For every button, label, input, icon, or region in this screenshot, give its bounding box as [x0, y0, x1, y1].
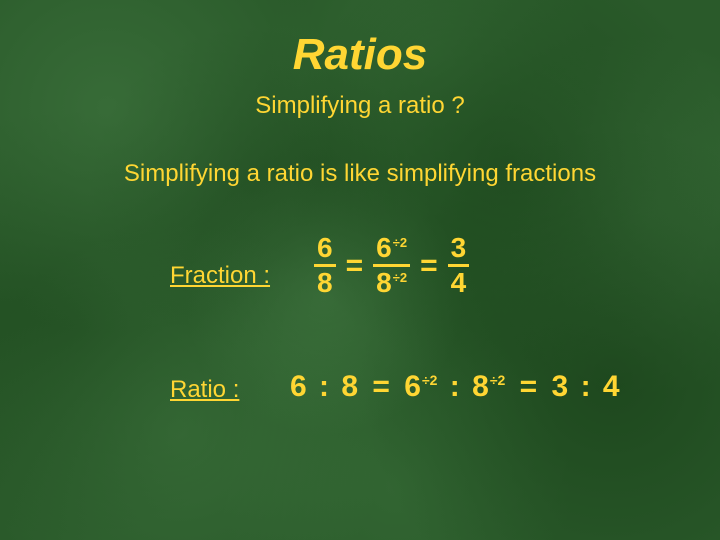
ratio-a2-sup: ÷2 — [422, 372, 437, 388]
frac1-num: 6 — [314, 234, 336, 262]
fraction-step3: 3 4 — [448, 234, 470, 297]
frac2-num-sup: ÷2 — [393, 235, 407, 250]
fraction-step2: 6÷2 8÷2 — [373, 234, 410, 297]
colon-1: : — [319, 370, 329, 404]
ratio-a2-base: 6 — [404, 370, 421, 403]
fraction-equation: 6 8 = 6÷2 8÷2 = 3 4 — [310, 234, 473, 297]
colon-3: : — [581, 370, 591, 404]
body-text: Simplifying a ratio is like simplifying … — [0, 160, 720, 188]
fraction-label: Fraction : — [170, 262, 270, 290]
page-title: Ratios — [0, 30, 720, 80]
ratio-a: 6 — [290, 370, 307, 404]
eq-1: = — [372, 370, 390, 404]
ratio-b: 8 — [341, 370, 358, 404]
frac2-num-base: 6 — [376, 232, 392, 263]
frac2-den: 8÷2 — [373, 269, 410, 297]
subtitle: Simplifying a ratio ? — [0, 92, 720, 120]
colon-2: : — [450, 370, 460, 404]
slide: Ratios Simplifying a ratio ? Simplifying… — [0, 0, 720, 540]
frac3-den: 4 — [448, 269, 470, 297]
frac2-den-sup: ÷2 — [393, 270, 407, 285]
equals-2: = — [420, 249, 438, 283]
frac3-num: 3 — [448, 234, 470, 262]
ratio-a3: 3 — [552, 370, 569, 404]
frac1-den: 8 — [314, 269, 336, 297]
ratio-b2: 8÷2 — [472, 370, 505, 404]
eq-2: = — [520, 370, 538, 404]
ratio-b2-base: 8 — [472, 370, 489, 403]
frac2-num: 6÷2 — [373, 234, 410, 262]
frac2-den-base: 8 — [376, 267, 392, 298]
ratio-b3: 4 — [603, 370, 620, 404]
ratio-a2: 6÷2 — [404, 370, 437, 404]
ratio-b2-sup: ÷2 — [490, 372, 505, 388]
ratio-equation: 6 : 8 = 6÷2 : 8÷2 = 3 : 4 — [290, 370, 620, 404]
fraction-step1: 6 8 — [314, 234, 336, 297]
ratio-label: Ratio : — [170, 376, 239, 404]
equals-1: = — [346, 249, 364, 283]
